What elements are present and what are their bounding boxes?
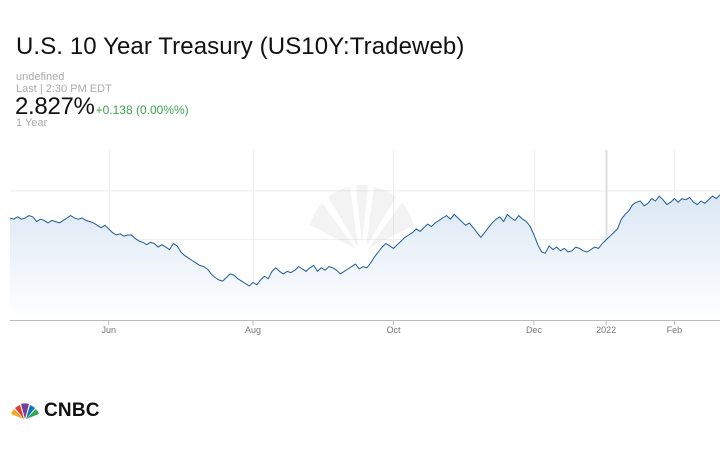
area-fill [10,194,720,320]
source-line: undefined [16,71,65,83]
x-tick-label: Dec [526,325,543,335]
cnbc-logo[interactable]: CNBC [10,400,100,422]
x-tick-label: Feb [667,325,683,335]
x-tick-label: Aug [245,325,261,335]
last-trade-time: Last | 2:30 PM EDT [16,83,112,95]
last-price: 2.827% [15,93,95,120]
cnbc-wordmark: CNBC [44,400,100,421]
x-tick-label: Oct [386,325,401,335]
x-tick-label: Jun [101,325,116,335]
line-path [9,194,720,287]
x-axis: Jun Aug Oct Dec 2022 Feb [10,320,720,335]
time-range-label: 1 Year [16,117,48,129]
area-path [10,194,720,320]
x-tick-label: 2022 [596,325,616,335]
series-line [9,194,720,287]
chart-title: U.S. 10 Year Treasury (US10Y:Tradeweb) [16,33,465,60]
price-change: +0.138 (0.00%%) [95,103,189,117]
price-row: 2.827% +0.138 (0.00%%) [15,93,189,121]
peacock-icon [11,403,39,419]
